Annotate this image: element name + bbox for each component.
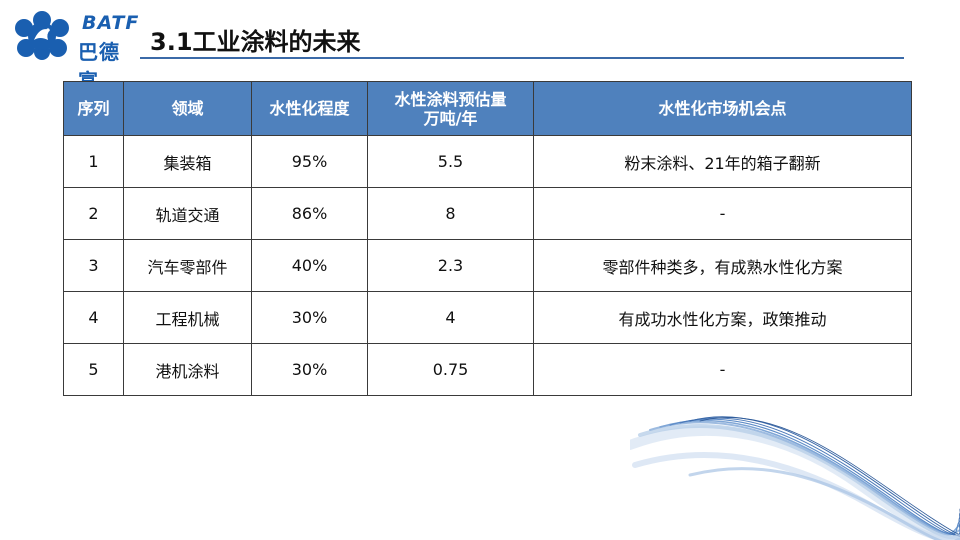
header-cell: 水性化程度	[251, 81, 368, 136]
header-cell: 序列	[63, 81, 124, 136]
header-cell: 水性化市场机会点	[533, 81, 912, 136]
table-cell: 4	[63, 291, 124, 344]
table-cell: 5.5	[367, 135, 534, 188]
table-cell: 8	[367, 187, 534, 240]
table-cell: 零部件种类多，有成熟水性化方案	[533, 239, 912, 292]
table-cell: 30%	[251, 291, 368, 344]
header-cell-estimate: 水性涂料预估量 万吨/年	[367, 81, 534, 136]
table-cell: 集装箱	[123, 135, 252, 188]
table-cell: 5	[63, 343, 124, 396]
brand-logo: BATF 巴德富	[10, 8, 140, 93]
table-cell: 港机涂料	[123, 343, 252, 396]
table-cell: 粉末涂料、21年的箱子翻新	[533, 135, 912, 188]
table-cell: 30%	[251, 343, 368, 396]
table-cell: 86%	[251, 187, 368, 240]
header-cell: 领域	[123, 81, 252, 136]
table-row: 4 工程机械 30% 4 有成功水性化方案，政策推动	[63, 291, 912, 344]
table-cell: 0.75	[367, 343, 534, 396]
table-cell: 有成功水性化方案，政策推动	[533, 291, 912, 344]
table-cell: -	[533, 187, 912, 240]
table-cell: 95%	[251, 135, 368, 188]
table-cell: 4	[367, 291, 534, 344]
table-cell: 40%	[251, 239, 368, 292]
table-cell: 工程机械	[123, 291, 252, 344]
table-cell: 1	[63, 135, 124, 188]
page-title: 3.1工业涂料的未来	[150, 28, 361, 56]
logo-english-text: BATF	[82, 12, 140, 34]
table-cell: 轨道交通	[123, 187, 252, 240]
table-row: 3 汽车零部件 40% 2.3 零部件种类多，有成熟水性化方案	[63, 239, 912, 292]
table-cell: 3	[63, 239, 124, 292]
table-cell: -	[533, 343, 912, 396]
decorative-wave-graphic	[630, 416, 960, 540]
header-line: 万吨/年	[423, 108, 478, 128]
table-row: 1 集装箱 95% 5.5 粉末涂料、21年的箱子翻新	[63, 135, 912, 188]
table-row: 2 轨道交通 86% 8 -	[63, 187, 912, 240]
title-underline	[140, 57, 904, 59]
table-row: 5 港机涂料 30% 0.75 -	[63, 343, 912, 396]
table-cell: 2	[63, 187, 124, 240]
header-line: 水性涂料预估量	[394, 89, 507, 109]
table-header-row: 序列 领域 水性化程度 水性涂料预估量 万吨/年 水性化市场机会点	[63, 81, 912, 136]
flower-logo-icon	[15, 11, 69, 60]
market-table: 序列 领域 水性化程度 水性涂料预估量 万吨/年 水性化市场机会点 1 集装箱 …	[63, 81, 912, 396]
table-cell: 汽车零部件	[123, 239, 252, 292]
table-cell: 2.3	[367, 239, 534, 292]
